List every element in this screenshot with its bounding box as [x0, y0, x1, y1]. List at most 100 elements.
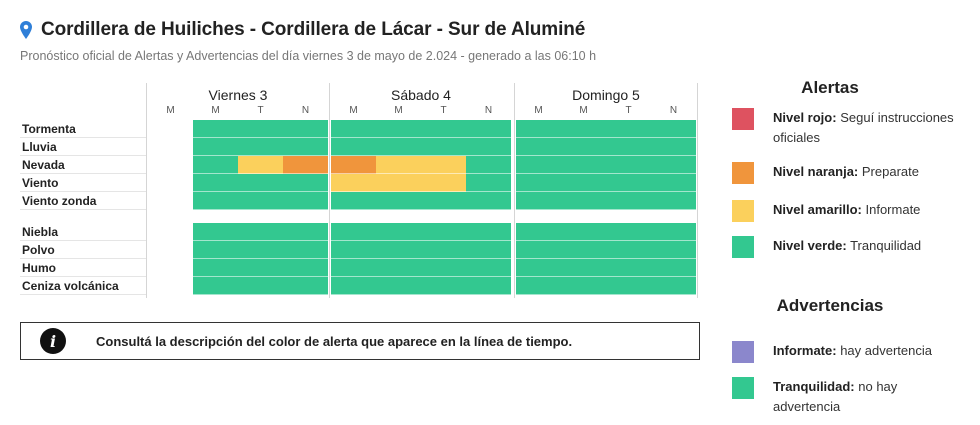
timeline-cell	[466, 156, 511, 174]
timeline-cell	[466, 120, 511, 138]
timeline-cell	[283, 241, 328, 259]
legend-desc: hay advertencia	[840, 343, 932, 358]
legend-desc: Informate	[865, 202, 921, 217]
legend-desc: Tranquilidad	[850, 238, 922, 253]
timeline-cell	[466, 138, 511, 156]
timeline-cell	[516, 241, 561, 259]
timeline-cell	[376, 192, 421, 210]
timeline-cell	[606, 156, 651, 174]
row-label: Viento	[22, 176, 59, 190]
timeline-row: Ceniza volcánica	[20, 277, 700, 295]
timeline-cell	[331, 277, 376, 295]
legend-desc: Preparate	[861, 164, 919, 179]
legend-text: Tranquilidad: no hay advertencia	[773, 377, 968, 417]
legend-text: Nivel rojo: Seguí instrucciones oficiale…	[773, 108, 968, 148]
timeline-cell	[376, 277, 421, 295]
timeline-cell	[283, 192, 328, 210]
legend-text: Nivel amarillo: Informate	[773, 200, 968, 220]
timeline-cell	[516, 156, 561, 174]
row-label: Nevada	[22, 158, 65, 172]
timeline-cell	[561, 259, 606, 277]
timeline-cell	[561, 120, 606, 138]
day-divider	[329, 83, 330, 298]
timeline-cell	[466, 192, 511, 210]
timeline-cell	[376, 223, 421, 241]
timeline-cell	[376, 138, 421, 156]
timeline-row: Nevada	[20, 156, 700, 174]
legend-level: Nivel amarillo:	[773, 202, 862, 217]
timeline-row: Viento	[20, 174, 700, 192]
timeline-cell	[606, 259, 651, 277]
legend-desc: no hay advertencia	[773, 379, 898, 414]
legend-swatch	[732, 236, 754, 258]
timeline-cell	[561, 241, 606, 259]
timeline-cell	[376, 241, 421, 259]
timeline-cell	[376, 174, 421, 192]
timeline-cell	[561, 156, 606, 174]
title-row: Cordillera de Huiliches - Cordillera de …	[20, 18, 720, 42]
timeline-cell	[606, 174, 651, 192]
period-label: T	[440, 105, 447, 116]
period-label: T	[625, 105, 632, 116]
timeline-cell	[651, 174, 696, 192]
legend-swatch	[732, 108, 754, 130]
timeline-cell	[238, 259, 283, 277]
timeline-cell	[238, 241, 283, 259]
timeline-cell	[283, 174, 328, 192]
info-text: Consultá la descripción del color de ale…	[96, 333, 573, 349]
period-label: N	[301, 105, 310, 116]
timeline-row: Lluvia	[20, 138, 700, 156]
row-label: Lluvia	[22, 140, 57, 154]
timeline-cell	[466, 174, 511, 192]
day-divider	[146, 83, 147, 298]
row-label: Tormenta	[22, 122, 76, 136]
timeline-cell	[516, 277, 561, 295]
timeline-cell	[651, 259, 696, 277]
timeline-cell	[516, 120, 561, 138]
timeline-row: Polvo	[20, 241, 700, 259]
timeline-cell	[331, 174, 376, 192]
timeline-cell	[193, 277, 238, 295]
period-label: M	[394, 105, 403, 116]
timeline-cell	[606, 223, 651, 241]
timeline-cell	[561, 277, 606, 295]
timeline-cell	[421, 223, 466, 241]
timeline-cell	[331, 192, 376, 210]
timeline-cell	[516, 174, 561, 192]
timeline-cell	[331, 259, 376, 277]
timeline-cell	[421, 277, 466, 295]
timeline-row: Viento zonda	[20, 192, 700, 210]
timeline-cell	[238, 223, 283, 241]
timeline-cell	[561, 192, 606, 210]
timeline-cell	[331, 120, 376, 138]
timeline-cell	[516, 138, 561, 156]
timeline-cell	[331, 241, 376, 259]
day-divider	[697, 83, 698, 298]
timeline-cell	[238, 192, 283, 210]
row-label: Viento zonda	[22, 194, 97, 208]
timeline-cell	[283, 156, 328, 174]
timeline-cell	[193, 156, 238, 174]
timeline-cell	[561, 223, 606, 241]
timeline-cell	[651, 138, 696, 156]
timeline-cell	[283, 259, 328, 277]
timeline-cell	[238, 138, 283, 156]
timeline-cell	[193, 174, 238, 192]
timeline-cell	[283, 120, 328, 138]
period-label: T	[257, 105, 264, 116]
timeline-cell	[193, 138, 238, 156]
timeline-cell	[561, 174, 606, 192]
advertencia-rows: Niebla Polvo Humo Ceniza volcánica	[20, 223, 700, 295]
period-label: M	[166, 105, 175, 116]
timeline-cell	[651, 192, 696, 210]
day-header: Sábado 4	[391, 87, 451, 103]
location-pin-icon	[20, 21, 32, 39]
timeline-cell	[238, 277, 283, 295]
timeline-cell	[376, 120, 421, 138]
legend-text: Nivel naranja: Preparate	[773, 162, 968, 182]
timeline-row: Niebla	[20, 223, 700, 241]
legend-swatch	[732, 200, 754, 222]
timeline-cell	[193, 241, 238, 259]
timeline-cell	[606, 241, 651, 259]
timeline-cell	[606, 120, 651, 138]
